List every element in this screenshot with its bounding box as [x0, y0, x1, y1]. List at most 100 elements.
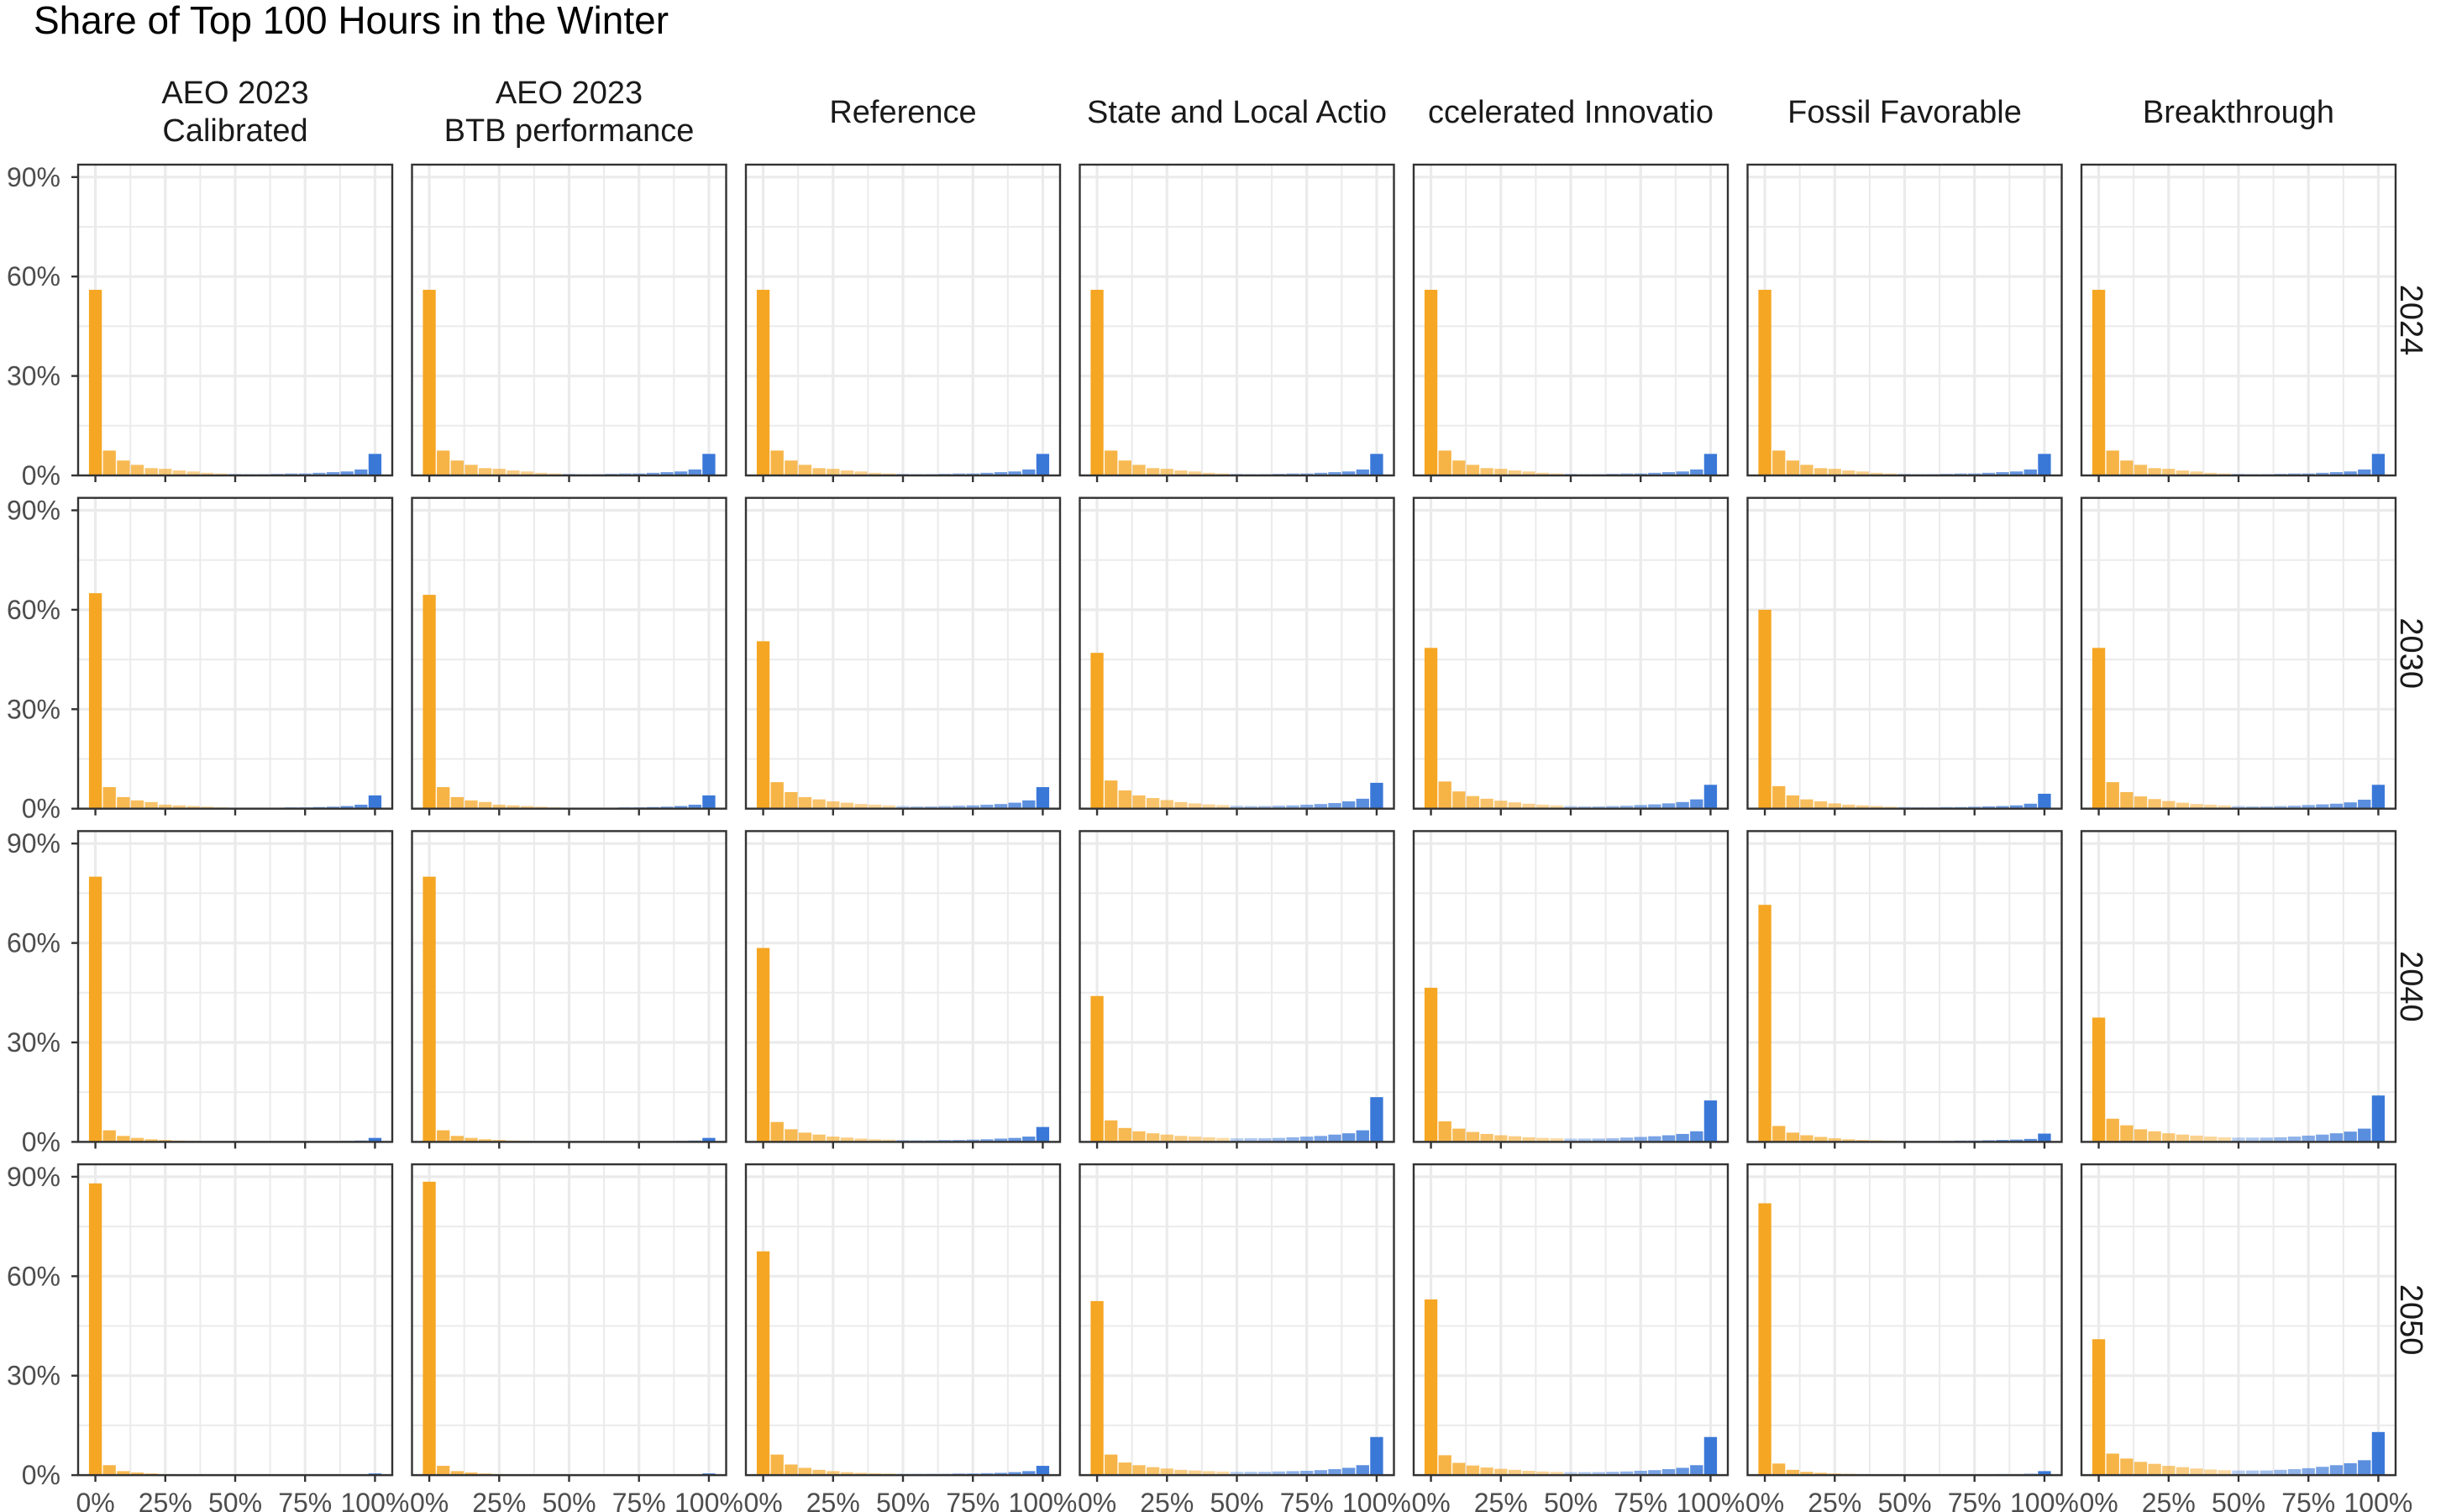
histogram-bar: [1370, 782, 1383, 809]
histogram-bar: [130, 465, 144, 475]
histogram-bar: [924, 806, 937, 809]
histogram-bar: [1786, 1469, 1800, 1476]
histogram-bar: [450, 796, 465, 809]
histogram-bar: [88, 1183, 102, 1476]
histogram-bar: [1160, 1468, 1173, 1476]
y-tick-label: 90%: [7, 162, 60, 192]
histogram-bar: [326, 472, 340, 475]
histogram-bar: [1480, 1467, 1493, 1476]
histogram-bar: [1424, 1299, 1438, 1476]
histogram-bar: [702, 795, 716, 809]
histogram-bar: [1648, 1470, 1661, 1476]
histogram-bar: [1174, 470, 1188, 475]
histogram-bar: [1786, 795, 1800, 809]
histogram-bar: [1606, 1472, 1619, 1476]
row-strip-label: 2024: [2393, 285, 2428, 356]
histogram-bar: [1508, 470, 1522, 475]
histogram-bar: [1758, 609, 1772, 809]
histogram-bar: [2245, 806, 2260, 809]
histogram-bar: [674, 806, 688, 809]
x-tick-label: 100%: [1009, 1488, 1078, 1512]
histogram-bar: [2092, 1339, 2106, 1476]
histogram-bar: [994, 1138, 1008, 1142]
histogram-bar: [465, 1137, 478, 1142]
histogram-bar: [1272, 806, 1286, 809]
histogram-bar: [1592, 1138, 1605, 1142]
histogram-bar: [159, 469, 172, 475]
histogram-bar: [1370, 1097, 1383, 1142]
histogram-bar: [354, 469, 368, 475]
histogram-bar: [2302, 1135, 2315, 1142]
histogram-bar: [492, 804, 506, 809]
histogram-bar: [2329, 472, 2344, 475]
histogram-bar: [1370, 454, 1383, 475]
x-tick-label: 0%: [1078, 1488, 1116, 1512]
histogram-bar: [1800, 465, 1814, 475]
histogram-bar: [2316, 1134, 2329, 1142]
histogram-bar: [1090, 653, 1104, 809]
histogram-bar: [1188, 1470, 1202, 1476]
histogram-bar: [2260, 1137, 2273, 1142]
histogram-bar: [1300, 1137, 1314, 1142]
histogram-bar: [1690, 1131, 1703, 1142]
histogram-bar: [1634, 1137, 1647, 1142]
histogram-bar: [2371, 1095, 2386, 1142]
x-tick-label: 25%: [1808, 1488, 1861, 1512]
histogram-bar: [1508, 1136, 1522, 1142]
histogram-bar: [1870, 472, 1883, 475]
histogram-bar: [1592, 1472, 1605, 1476]
histogram-bar: [88, 593, 102, 809]
histogram-bar: [1550, 1138, 1564, 1142]
histogram-bar: [1438, 1455, 1451, 1476]
histogram-bar: [869, 472, 882, 475]
histogram-bar: [102, 787, 116, 809]
column-strip-label: Reference: [829, 95, 976, 130]
histogram-bar: [1842, 1139, 1855, 1142]
histogram-bar: [1466, 1131, 1480, 1142]
histogram-bar: [827, 1137, 840, 1142]
histogram-bar: [854, 1138, 868, 1142]
histogram-bar: [1244, 806, 1257, 809]
histogram-bar: [2092, 1017, 2106, 1142]
histogram-bar: [1800, 1135, 1814, 1142]
histogram-bar: [756, 641, 770, 809]
histogram-bar: [1981, 472, 1996, 475]
histogram-bar: [1438, 1121, 1451, 1142]
histogram-bar: [1828, 803, 1841, 809]
histogram-bar: [1356, 1465, 1369, 1476]
histogram-bar: [2204, 472, 2218, 475]
histogram-bar: [1480, 468, 1493, 475]
histogram-bar: [1814, 1137, 1828, 1142]
histogram-bar: [994, 1473, 1008, 1476]
histogram-bar: [2120, 1125, 2134, 1142]
histogram-bar: [1438, 450, 1451, 475]
histogram-bar: [1132, 1131, 1146, 1142]
histogram-bar: [1758, 289, 1772, 475]
histogram-bar: [980, 804, 994, 809]
histogram-bar: [2344, 1462, 2357, 1476]
histogram-bar: [1661, 1135, 1676, 1142]
histogram-bar: [1494, 801, 1508, 809]
histogram-bar: [1842, 804, 1855, 809]
histogram-bar: [770, 1121, 784, 1142]
histogram-bar: [702, 1137, 716, 1142]
histogram-bar: [840, 802, 854, 809]
histogram-bar: [2176, 470, 2190, 475]
histogram-bar: [1494, 1468, 1508, 1476]
histogram-bar: [1202, 472, 1215, 475]
histogram-bar: [966, 805, 979, 809]
histogram-bar: [2245, 1470, 2260, 1476]
histogram-bar: [465, 465, 478, 475]
histogram-bar: [1146, 468, 1160, 475]
histogram-bar: [201, 472, 214, 475]
histogram-bar: [368, 1137, 382, 1142]
histogram-bar: [1661, 803, 1676, 809]
histogram-bar: [2190, 1468, 2203, 1476]
histogram-bar: [798, 1467, 812, 1476]
histogram-bar: [478, 1139, 492, 1142]
y-tick-label: 30%: [7, 1361, 60, 1391]
histogram-bar: [1855, 471, 1870, 475]
histogram-bar: [2316, 472, 2329, 475]
x-tick-label: 100%: [1677, 1488, 1745, 1512]
histogram-bar: [770, 450, 784, 475]
